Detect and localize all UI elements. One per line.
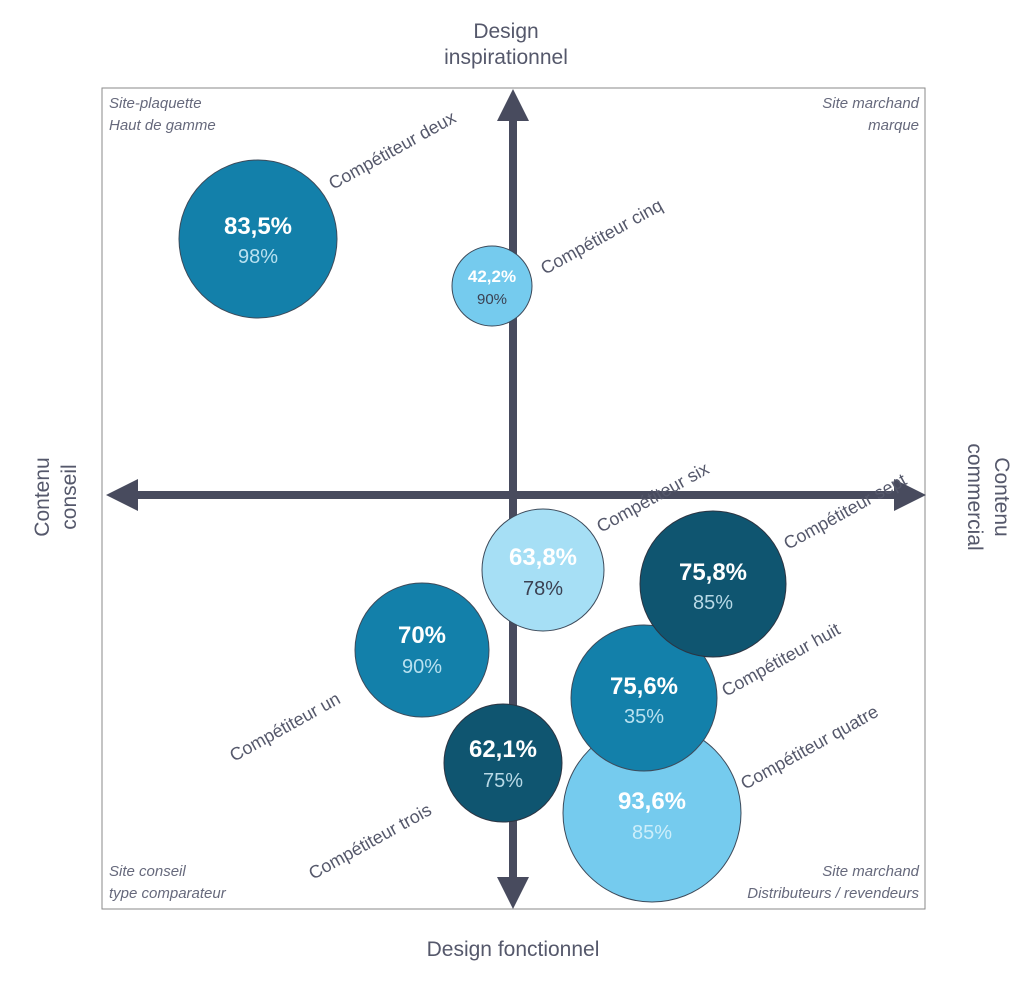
bubble-circle [354,582,490,718]
axis-label-right-line1: Contenu [990,457,1013,536]
bubble-value: 62,1% [469,736,537,763]
bubble-value: 83,5% [224,213,292,240]
label-competiteur-sept: Compétiteur sept [780,470,910,554]
bubble-competiteur-sept: 75,8% 85% [639,510,787,658]
bubble-value: 70% [398,622,446,649]
bubble-competiteur-quatre: 93,6% 85% [562,723,742,903]
quadrant-top-left-line2: Haut de gamme [109,117,216,134]
bubble-value: 42,2% [468,267,516,286]
axis-label-left: Contenu conseil [31,457,81,536]
axis-label-right: Contenu commercial [963,443,1013,550]
bubble-value: 63,8% [509,544,577,571]
quadrant-bottom-right-line2: Distributeurs / revendeurs [747,885,919,902]
quadrant-bottom-right-line1: Site marchand [822,863,919,880]
bubble-circle [639,510,787,658]
axis-label-right-line2: commercial [963,443,986,550]
bubble-competiteur-trois: 62,1% 75% [443,703,563,823]
bubble-sub: 85% [693,592,733,614]
label-competiteur-trois: Compétiteur trois [305,800,435,884]
bubble-sub: 98% [238,246,278,268]
bubble-circle [481,508,605,632]
bubble-sub: 85% [632,822,672,844]
bubble-competiteur-deux: 83,5% 98% [178,159,338,319]
axis-label-top-line2: inspirationnel [444,46,568,69]
axis-label-left-line1: Contenu [31,457,54,536]
quadrant-bottom-left-line2: type comparateur [109,885,227,902]
bubble-sub: 78% [523,578,563,600]
bubble-circle [178,159,338,319]
label-competiteur-cinq: Compétiteur cinq [537,195,666,278]
bubble-circle [451,245,533,327]
axis-label-top-line1: Design [473,20,538,43]
bubble-value: 75,8% [679,559,747,586]
quadrant-top-left-line1: Site-plaquette [109,95,202,112]
label-competiteur-un: Compétiteur un [226,688,343,765]
bubble-circle [443,703,563,823]
bubble-competiteur-cinq: 42,2% 90% [451,245,533,327]
bubble-competiteur-huit: 75,6% 35% [570,624,718,772]
bubble-value: 75,6% [610,673,678,700]
quadrant-bottom-left-line1: Site conseil [109,863,186,880]
bubble-competiteur-six: 63,8% 78% [481,508,605,632]
axis-label-left-line2: conseil [58,464,81,529]
bubble-sub: 35% [624,706,664,728]
bubble-competiteur-un: 70% 90% [354,582,490,718]
bubble-sub: 75% [483,770,523,792]
axis-label-bottom: Design fonctionnel [427,938,600,961]
bubble-sub: 90% [477,291,507,308]
label-competiteur-deux: Compétiteur deux [325,107,459,193]
quadrant-top-right-line1: Site marchand [822,95,919,112]
bubble-value: 93,6% [618,788,686,815]
quadrant-top-right-line2: marque [868,117,919,134]
bubble-sub: 90% [402,656,442,678]
bubble-circle [570,624,718,772]
label-competiteur-quatre: Compétiteur quatre [737,701,881,793]
